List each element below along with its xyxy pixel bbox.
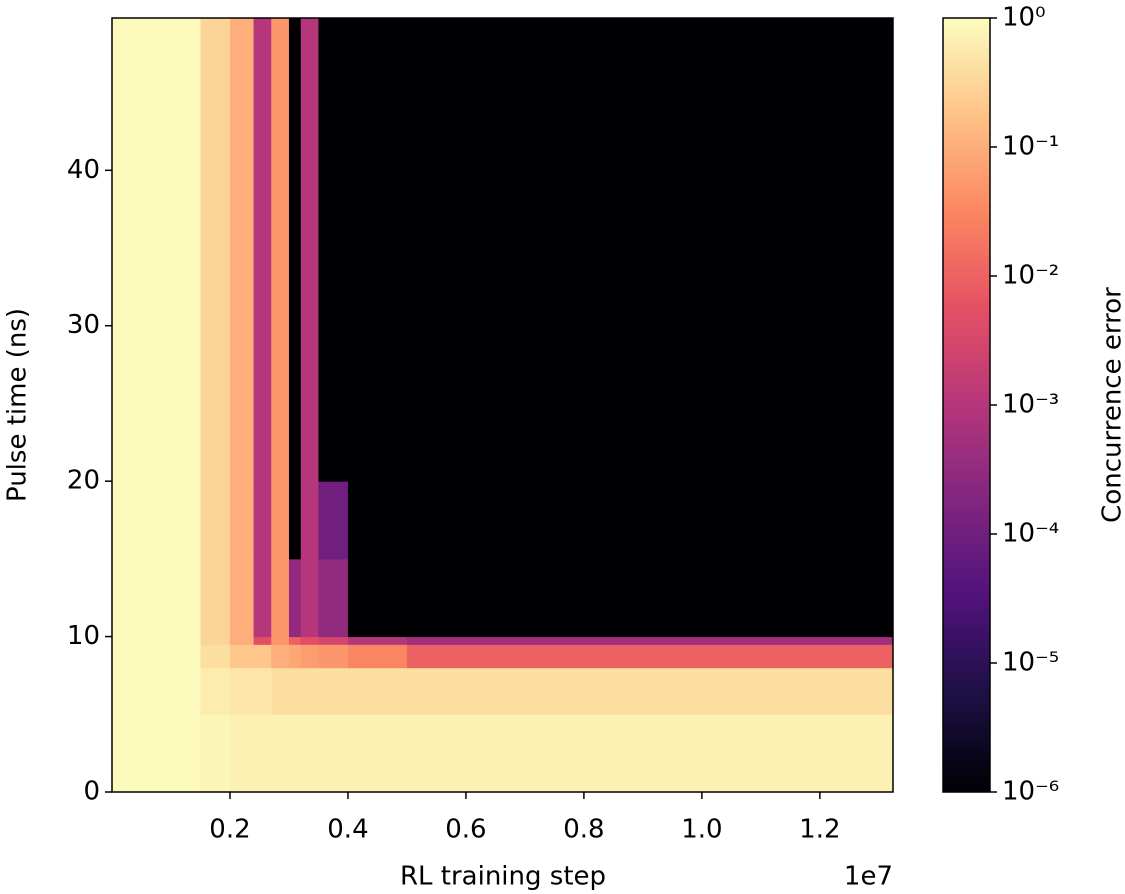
colorbar-label: Concurrence error bbox=[1098, 287, 1125, 523]
heatmap-cell bbox=[253, 644, 272, 669]
colorbar-tick-label: 10⁰ bbox=[1002, 3, 1046, 33]
heatmap-cell bbox=[229, 558, 255, 638]
heatmap-cell bbox=[229, 644, 255, 669]
y-tick-label: 40 bbox=[67, 155, 100, 185]
y-tick-label: 30 bbox=[67, 310, 100, 340]
heatmap-cell bbox=[253, 558, 272, 638]
heatmap-cell bbox=[271, 644, 290, 669]
x-axis-label: RL training step bbox=[400, 862, 606, 892]
colorbar-tick-label: 10⁻⁶ bbox=[1002, 777, 1059, 807]
colorbar-tick-label: 10⁻² bbox=[1002, 261, 1059, 291]
heatmap-cell bbox=[253, 714, 272, 793]
heatmap-cell bbox=[229, 714, 255, 793]
y-axis-label: Pulse time (ns) bbox=[3, 308, 33, 502]
heatmap-cell bbox=[347, 558, 408, 638]
heatmap-cell bbox=[271, 636, 290, 645]
heatmap-cell bbox=[406, 18, 894, 482]
heatmap-cell bbox=[271, 481, 290, 560]
heatmap-cell bbox=[300, 481, 319, 560]
heatmap-cell bbox=[318, 558, 349, 638]
y-tick-label: 0 bbox=[83, 777, 100, 807]
heatmap-cell bbox=[200, 636, 231, 645]
heatmap-cell bbox=[347, 636, 408, 645]
heatmap-cell bbox=[347, 714, 408, 793]
heatmap-cell bbox=[112, 18, 201, 482]
heatmap-cell bbox=[318, 481, 349, 560]
heatmap-cell bbox=[112, 644, 201, 669]
heatmap-cell bbox=[300, 636, 319, 645]
heatmap-cell bbox=[347, 644, 408, 669]
heatmap-cell bbox=[318, 667, 349, 715]
heatmap-cell bbox=[271, 714, 290, 793]
heatmap-cell bbox=[229, 667, 255, 715]
heatmap-cell bbox=[112, 636, 201, 645]
heatmap-cell bbox=[200, 644, 231, 669]
heatmap-cell bbox=[288, 667, 302, 715]
heatmap-cell bbox=[112, 481, 201, 560]
heatmap-cell bbox=[200, 714, 231, 793]
heatmap-cell bbox=[347, 481, 408, 560]
heatmap-cell bbox=[253, 667, 272, 715]
heatmap-cell bbox=[112, 558, 201, 638]
x-tick-label: 0.2 bbox=[209, 815, 250, 845]
heatmap-cell bbox=[406, 636, 894, 645]
x-offset-label: 1e7 bbox=[844, 862, 893, 892]
heatmap-cell bbox=[318, 18, 349, 482]
heatmap-cell bbox=[112, 667, 201, 715]
heatmap-cell bbox=[300, 667, 319, 715]
heatmap-cell bbox=[300, 18, 319, 482]
heatmap-cell bbox=[200, 558, 231, 638]
heatmap-cell bbox=[271, 18, 290, 482]
heatmap-cell bbox=[288, 714, 302, 793]
heatmap-cell bbox=[200, 481, 231, 560]
x-tick-label: 0.6 bbox=[445, 815, 486, 845]
heatmap-cell bbox=[229, 18, 255, 482]
heatmap-cell bbox=[288, 558, 302, 638]
heatmap-cell bbox=[229, 636, 255, 645]
heatmap-cell bbox=[406, 714, 894, 793]
colorbar-tick-label: 10⁻³ bbox=[1002, 390, 1059, 420]
heatmap-cell bbox=[347, 18, 408, 482]
heatmap-cell bbox=[300, 558, 319, 638]
heatmap-cell bbox=[271, 558, 290, 638]
heatmap-cell bbox=[200, 18, 231, 482]
y-tick-label: 10 bbox=[67, 621, 100, 651]
heatmap-cell bbox=[253, 481, 272, 560]
heatmap-cell bbox=[406, 558, 894, 638]
heatmap-cell bbox=[271, 667, 290, 715]
heatmap-cell bbox=[200, 667, 231, 715]
heatmap-cell bbox=[406, 667, 894, 715]
heatmap-cell bbox=[318, 714, 349, 793]
heatmap-cell bbox=[347, 667, 408, 715]
colorbar-tick-label: 10⁻¹ bbox=[1002, 132, 1059, 162]
heatmap-cell bbox=[406, 644, 894, 669]
heatmap-cell bbox=[318, 636, 349, 645]
heatmap-cell bbox=[288, 636, 302, 645]
heatmap-cell bbox=[229, 481, 255, 560]
heatmap-cell bbox=[318, 644, 349, 669]
heatmap-cell bbox=[112, 714, 201, 793]
heatmap-cell bbox=[253, 636, 272, 645]
x-tick-label: 0.4 bbox=[327, 815, 368, 845]
y-tick-label: 20 bbox=[67, 466, 100, 496]
colorbar-tick-label: 10⁻⁵ bbox=[1002, 648, 1059, 678]
heatmap-cell bbox=[288, 481, 302, 560]
heatmap-cell bbox=[300, 644, 319, 669]
x-tick-label: 0.8 bbox=[563, 815, 604, 845]
heatmap-cell bbox=[406, 481, 894, 560]
heatmap-cell bbox=[253, 18, 272, 482]
heatmap-cell bbox=[300, 714, 319, 793]
heatmap-cell bbox=[288, 18, 302, 482]
colorbar bbox=[942, 17, 991, 793]
x-tick-label: 1.2 bbox=[799, 815, 840, 845]
heatmap bbox=[112, 18, 894, 793]
plot-frame bbox=[111, 17, 894, 793]
x-tick-label: 1.0 bbox=[681, 815, 722, 845]
colorbar-tick-label: 10⁻⁴ bbox=[1002, 519, 1059, 549]
heatmap-cell bbox=[288, 644, 302, 669]
